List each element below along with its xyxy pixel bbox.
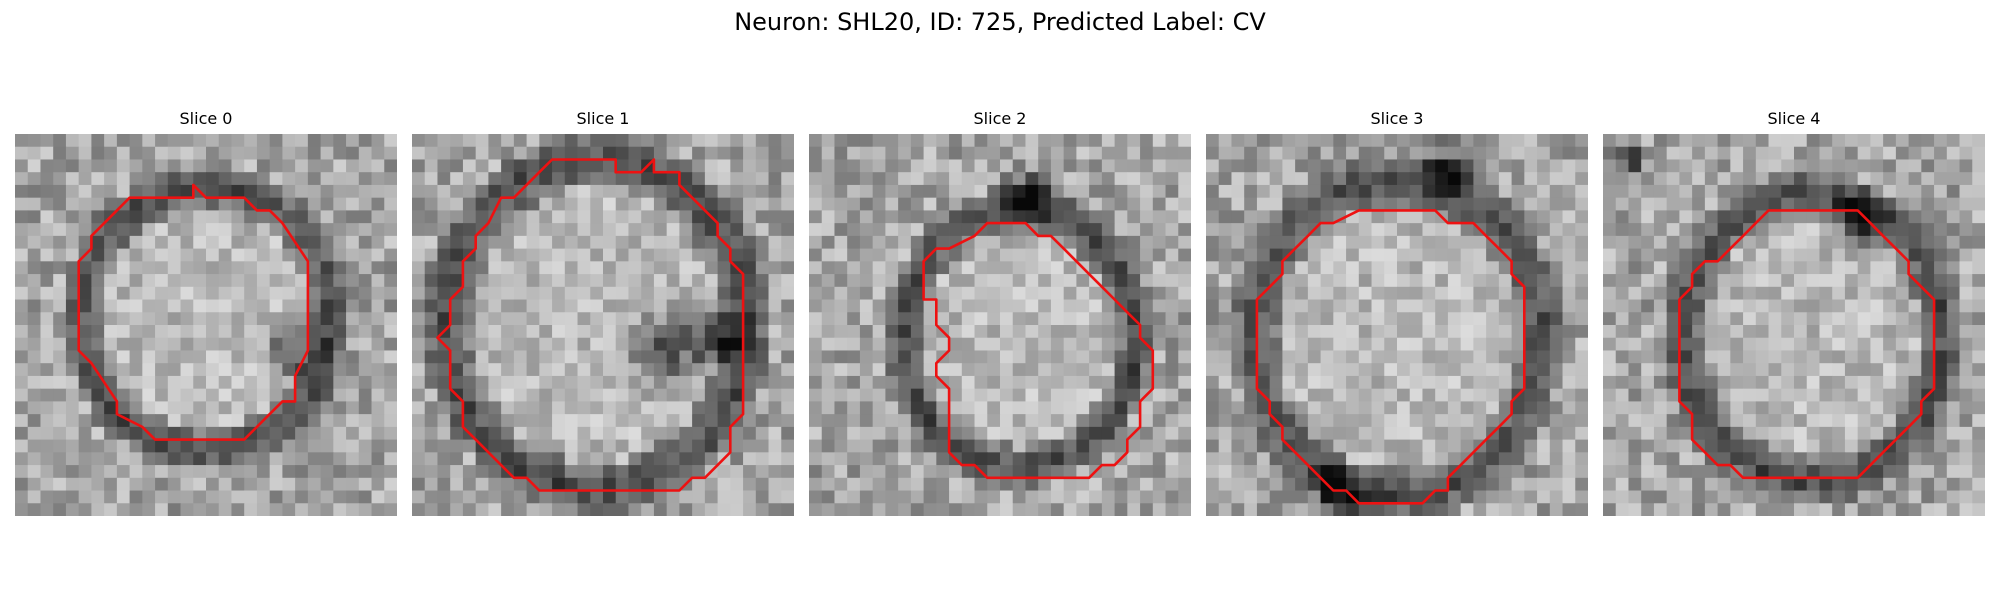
- figure-title: Neuron: SHL20, ID: 725, Predicted Label:…: [734, 8, 1266, 36]
- slice-title: Slice 2: [973, 109, 1027, 128]
- micrograph-pixels: [412, 134, 794, 516]
- slice-image: [1206, 134, 1588, 516]
- micrograph-pixels: [15, 134, 397, 516]
- slice-image: [1603, 134, 1985, 516]
- segmentation-contour: [436, 158, 745, 492]
- micrograph-pixels: [809, 134, 1191, 516]
- slice-title: Slice 0: [179, 109, 233, 128]
- micrograph-pixels: [1603, 134, 1985, 516]
- slice-title: Slice 3: [1370, 109, 1424, 128]
- slice-image: [809, 134, 1191, 516]
- slice-title: Slice 1: [576, 109, 630, 128]
- slice-title: Slice 4: [1767, 109, 1821, 128]
- segmentation-contour: [1255, 209, 1526, 505]
- segmentation-contour: [922, 221, 1155, 480]
- segmentation-contour: [1678, 209, 1936, 480]
- micrograph-pixels: [1206, 134, 1588, 516]
- slice-image: [15, 134, 397, 516]
- segmentation-contour: [77, 183, 310, 441]
- slice-image: [412, 134, 794, 516]
